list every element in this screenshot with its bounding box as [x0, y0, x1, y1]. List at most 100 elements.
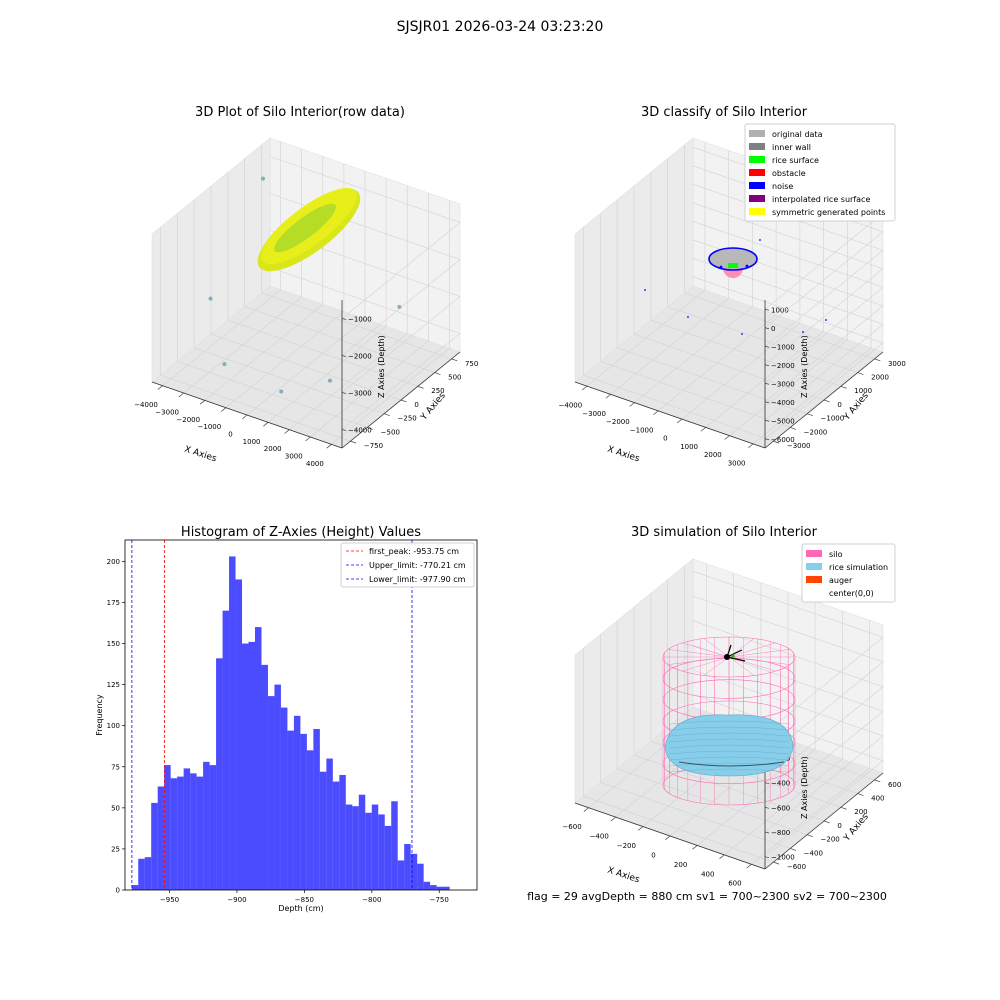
- x-tick-label: −2000: [176, 416, 200, 424]
- legend-label: rice simulation: [829, 563, 888, 572]
- y-tick-label: 125: [107, 681, 120, 689]
- x-tick-label: −3000: [582, 410, 606, 418]
- x-tick-label: 3000: [728, 459, 746, 467]
- y-tick: [350, 440, 357, 444]
- z-axis-label: Z Axies (Depth): [800, 756, 809, 819]
- y-tick-label: 0: [837, 401, 841, 409]
- hist-bar: [254, 627, 262, 890]
- z-tick-label: −1000: [771, 343, 795, 351]
- silo-roof-wire: [682, 642, 730, 658]
- noise-point: [644, 289, 646, 291]
- y-tick-label: −600: [787, 863, 806, 871]
- gridline-z: [692, 258, 884, 421]
- gridline-x: [183, 149, 303, 394]
- hist-bar: [203, 761, 210, 890]
- x-tick-label: −1000: [630, 426, 654, 434]
- y-tick-label: 50: [111, 804, 120, 812]
- z-tick: [764, 856, 770, 859]
- hist-bar: [306, 750, 314, 890]
- hist-bar: [274, 684, 281, 890]
- y-axis-label: Y Axies: [419, 391, 448, 423]
- legend-swatch: [806, 576, 822, 583]
- x-tick-label: 2000: [704, 451, 722, 459]
- y-tick: [807, 413, 813, 417]
- legend-swatch: [749, 182, 765, 189]
- hist-bar: [164, 765, 171, 890]
- y-axis-label: Frequency: [95, 694, 104, 736]
- x-tick-label: −4000: [559, 402, 583, 410]
- legend-label: Upper_limit: -770.21 cm: [369, 561, 466, 570]
- x-tick: [178, 392, 184, 398]
- y-tick: [874, 779, 881, 783]
- z-tick-label: −1000: [348, 316, 372, 324]
- gridline-x: [246, 171, 366, 416]
- gridline-z: [692, 645, 884, 808]
- rice-simulation-surface: [664, 714, 794, 777]
- y-tick-label: 200: [107, 558, 120, 566]
- z-tick-label: −3000: [348, 390, 372, 398]
- y-tick: [857, 793, 864, 796]
- gridline-x: [729, 191, 848, 436]
- silo-rim: [708, 247, 758, 271]
- x-tick: [719, 854, 725, 859]
- y-axis-line: [764, 772, 884, 870]
- status-footer: flag = 29 avgDepth = 880 cm sv1 = 700~23…: [527, 890, 887, 903]
- x-tick: [610, 816, 616, 822]
- y-tick-label: 100: [107, 722, 120, 730]
- hist-bar: [261, 664, 268, 890]
- legend-swatch: [806, 550, 822, 557]
- y-tick-label: −400: [804, 849, 823, 857]
- x-tick-label: 200: [674, 861, 687, 869]
- gridline-x: [331, 200, 450, 445]
- gridline-y: [633, 186, 825, 401]
- gridline-z: [692, 202, 884, 366]
- noise-point: [687, 316, 689, 318]
- gridline-x: [751, 620, 870, 865]
- x-tick-label: −3000: [155, 408, 179, 416]
- y-tick-label: 200: [854, 808, 867, 816]
- hist-bar: [131, 885, 139, 890]
- z-tick-label: −1000: [771, 854, 795, 862]
- gridline-x: [267, 178, 387, 423]
- gridline-x: [610, 150, 729, 395]
- z-tick: [341, 429, 347, 431]
- hist-bar: [293, 715, 301, 890]
- y-tick-label: 250: [431, 387, 444, 395]
- x-tick-label: 4000: [306, 460, 324, 468]
- z-tick: [764, 345, 770, 348]
- x-tick: [692, 845, 698, 850]
- legend-swatch: [749, 195, 765, 202]
- z-tick: [764, 327, 770, 330]
- hist-bar: [170, 778, 178, 890]
- y-tick-label: 0: [414, 401, 418, 409]
- x-tick-label: −750: [430, 896, 449, 904]
- data-point: [261, 176, 265, 181]
- y-tick: [823, 820, 830, 824]
- data-point: [279, 389, 284, 394]
- panel-title: 3D classify of Silo Interior: [641, 105, 808, 120]
- y-tick-label: −500: [381, 428, 400, 436]
- legend-label: original data: [772, 130, 823, 139]
- x-tick: [700, 427, 706, 432]
- z-tick: [341, 355, 347, 357]
- y-tick-label: 1000: [854, 387, 872, 395]
- y-tick-label: −200: [821, 836, 840, 844]
- legend-swatch: [806, 563, 822, 570]
- plot-frame: [124, 539, 478, 891]
- z-tick-label: −3000: [771, 380, 795, 388]
- legend-swatch: [749, 169, 765, 176]
- rice-surface-points: [728, 263, 738, 268]
- x-tick-label: −900: [227, 896, 246, 904]
- gridline-z: [269, 230, 461, 393]
- gridline-x: [310, 193, 429, 438]
- x-tick: [629, 402, 635, 407]
- gridline-z: [692, 669, 884, 833]
- hist-bar: [183, 768, 191, 890]
- x-tick: [326, 444, 332, 449]
- y-tick: [807, 834, 813, 838]
- y-tick: [384, 413, 390, 417]
- z-tick: [764, 382, 770, 385]
- hist-bar: [352, 806, 359, 890]
- hist-bar: [144, 857, 152, 890]
